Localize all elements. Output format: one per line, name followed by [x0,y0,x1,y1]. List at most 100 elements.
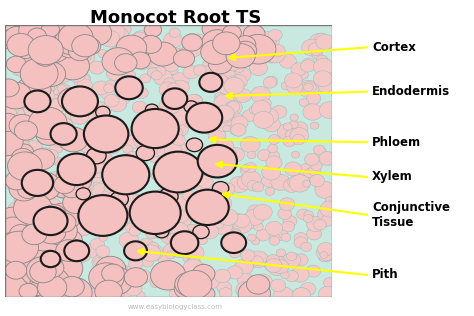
Circle shape [31,271,46,284]
Circle shape [55,251,63,258]
Circle shape [106,80,116,89]
Circle shape [147,68,158,77]
Circle shape [33,32,71,63]
Circle shape [104,50,120,63]
Circle shape [285,270,299,282]
Circle shape [253,204,272,220]
Circle shape [104,84,114,93]
Circle shape [181,239,199,254]
Circle shape [90,169,102,179]
Circle shape [209,61,219,70]
Circle shape [108,96,127,112]
Circle shape [172,48,190,64]
Circle shape [5,148,22,161]
Circle shape [264,259,280,272]
Circle shape [321,215,335,226]
Circle shape [85,242,105,258]
Circle shape [2,177,16,188]
Circle shape [69,209,86,224]
Circle shape [305,153,319,166]
Circle shape [132,51,144,61]
Circle shape [133,131,154,149]
Circle shape [24,141,43,156]
Circle shape [73,38,86,49]
Circle shape [303,104,322,120]
Circle shape [133,54,152,70]
Circle shape [124,273,136,283]
Circle shape [80,80,90,88]
Circle shape [41,79,61,96]
Circle shape [115,76,143,99]
Circle shape [310,33,328,49]
Circle shape [147,60,163,73]
Circle shape [92,255,110,270]
Circle shape [36,22,50,33]
Circle shape [120,196,135,209]
Circle shape [240,165,253,175]
Circle shape [54,281,65,291]
Circle shape [41,201,61,217]
Circle shape [55,26,90,55]
Circle shape [284,73,302,88]
Circle shape [283,136,296,147]
Circle shape [110,166,128,180]
Circle shape [261,103,271,112]
Circle shape [108,54,128,71]
Circle shape [144,22,162,37]
Circle shape [115,210,131,224]
Circle shape [136,292,145,299]
Circle shape [38,234,47,242]
Circle shape [7,150,25,165]
Circle shape [231,116,248,130]
Circle shape [268,262,281,272]
Circle shape [109,263,128,278]
Circle shape [60,167,92,193]
Circle shape [318,252,330,262]
Circle shape [66,158,79,169]
Circle shape [20,258,55,286]
Circle shape [212,190,226,202]
Circle shape [72,46,92,63]
Circle shape [88,289,102,301]
Circle shape [283,123,292,130]
Circle shape [315,181,335,198]
Circle shape [200,196,220,213]
Circle shape [40,256,53,266]
Circle shape [53,210,73,227]
Circle shape [74,225,84,233]
Circle shape [281,233,291,241]
Circle shape [50,174,78,198]
Circle shape [46,149,58,160]
Circle shape [91,183,111,199]
Circle shape [16,87,36,104]
Circle shape [182,276,201,291]
Circle shape [20,101,28,109]
Circle shape [242,110,256,121]
Circle shape [131,174,142,183]
Circle shape [27,28,46,44]
Circle shape [247,180,260,191]
Circle shape [16,272,29,283]
Circle shape [31,210,45,221]
Circle shape [184,224,201,237]
Circle shape [183,94,203,110]
Circle shape [37,275,67,300]
Circle shape [148,150,164,163]
Circle shape [307,93,321,105]
Circle shape [24,90,51,112]
Circle shape [123,87,134,95]
Circle shape [170,108,191,125]
Circle shape [133,269,151,284]
Circle shape [207,192,216,200]
Circle shape [140,74,151,83]
Circle shape [38,127,50,137]
Circle shape [197,235,208,245]
Circle shape [200,73,222,92]
Circle shape [281,82,291,90]
Circle shape [252,100,271,117]
Circle shape [23,239,41,253]
Circle shape [202,59,216,71]
Circle shape [110,191,128,207]
Circle shape [104,279,119,292]
Circle shape [13,192,52,225]
